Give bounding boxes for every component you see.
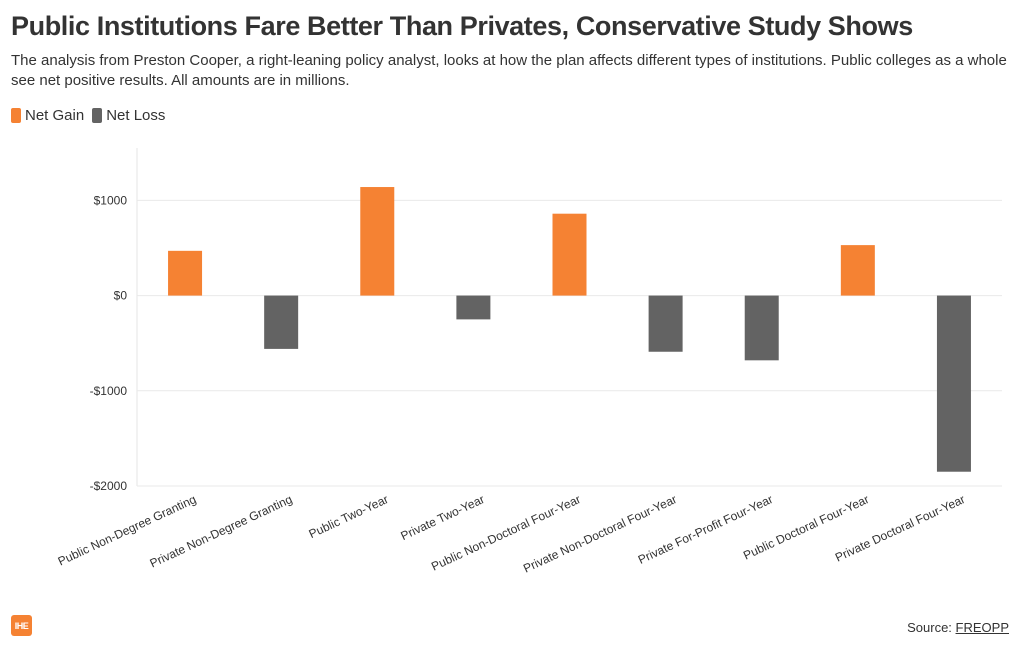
bar-private-doctoral-four-year[interactable] [936,295,971,472]
source-prefix: Source: [907,620,956,635]
bar-private-non-doctoral-four-year[interactable] [648,295,683,352]
x-tick-label: Private Two-Year [399,492,487,543]
legend-label-net-loss: Net Loss [106,107,166,124]
legend: Net Gain Net Loss [11,107,173,124]
bar-public-doctoral-four-year[interactable] [840,245,875,296]
legend-item-net-loss[interactable]: Net Loss [92,107,165,124]
source-link[interactable]: FREOPP [955,620,1009,635]
bar-private-non-degree-granting[interactable] [264,295,299,349]
y-tick-label: $1000 [94,193,128,207]
legend-swatch-net-gain [11,108,21,123]
ihe-logo: IHE [11,615,32,636]
x-tick-label: Public Two-Year [307,492,391,541]
y-tick-label: $0 [114,289,128,303]
chart-title: Public Institutions Fare Better Than Pri… [11,11,913,41]
legend-item-net-gain[interactable]: Net Gain [11,107,84,124]
chart-subtitle: The analysis from Preston Cooper, a righ… [11,52,1007,89]
bar-public-non-degree-granting[interactable] [168,250,203,296]
bar-public-two-year[interactable] [360,187,395,296]
legend-swatch-net-loss [92,108,103,123]
legend-label-net-gain: Net Gain [25,107,85,124]
x-tick-label: Private Non-Doctoral Four-Year [521,492,679,576]
y-tick-label: -$2000 [90,479,128,493]
bar-public-non-doctoral-four-year[interactable] [552,213,587,296]
bar-private-for-profit-four-year[interactable] [744,295,779,361]
bar-private-two-year[interactable] [456,295,491,320]
source-note: Source: FREOPP [907,620,1009,635]
y-tick-label: -$1000 [90,384,128,398]
